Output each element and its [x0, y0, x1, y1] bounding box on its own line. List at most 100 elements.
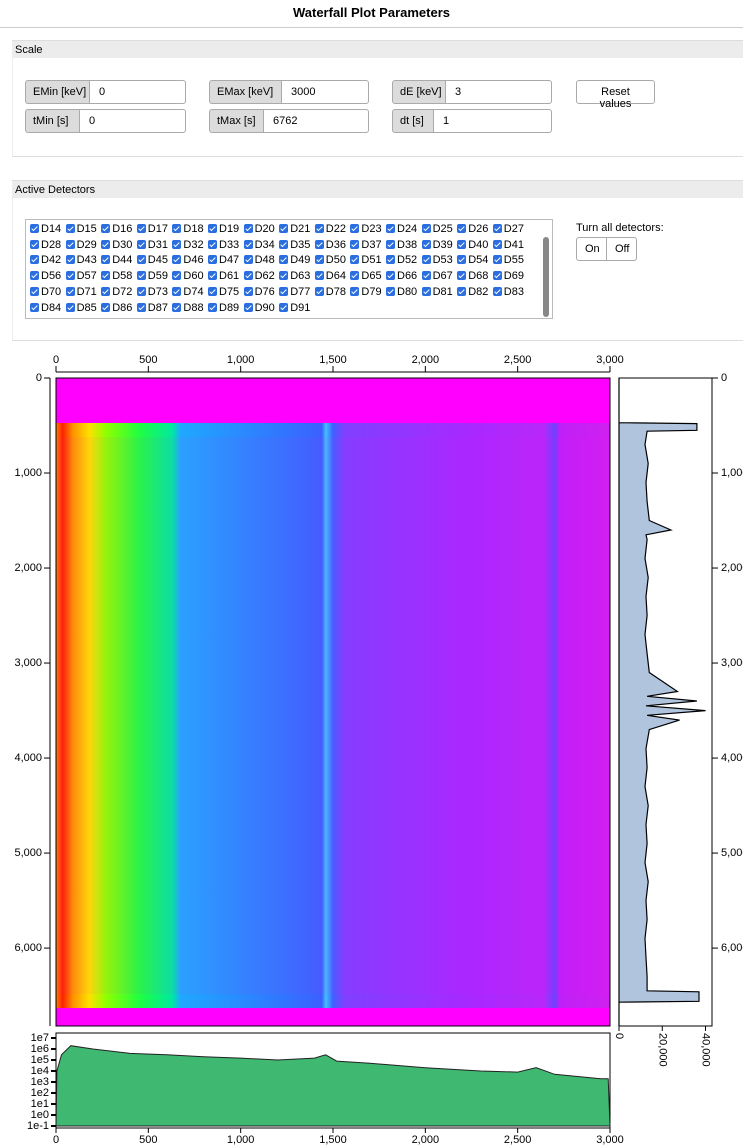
checkbox-icon[interactable] [172, 271, 182, 281]
checkbox-icon[interactable] [208, 239, 217, 249]
checkbox-icon[interactable] [421, 224, 431, 233]
detector-checkbox[interactable]: D71 [65, 286, 97, 298]
detector-checkbox[interactable]: D53 [421, 254, 453, 266]
checkbox-icon[interactable] [457, 255, 467, 265]
checkbox-icon[interactable] [208, 255, 217, 265]
detector-checkbox[interactable]: D35 [279, 239, 310, 251]
checkbox-icon[interactable] [65, 271, 75, 281]
detector-checkbox[interactable]: D66 [386, 270, 417, 282]
checkbox-icon[interactable] [243, 271, 253, 281]
detector-checkbox[interactable]: D34 [243, 239, 275, 251]
checkbox-icon[interactable] [314, 255, 324, 265]
detector-checkbox[interactable]: D88 [172, 302, 204, 314]
checkbox-icon[interactable] [386, 224, 395, 233]
checkbox-icon[interactable] [172, 224, 182, 233]
detector-checkbox[interactable]: D90 [243, 302, 275, 314]
detector-checkbox[interactable]: D74 [172, 286, 204, 298]
detector-checkbox[interactable]: D32 [172, 239, 204, 251]
checkbox-icon[interactable] [457, 271, 467, 281]
detector-checkbox[interactable]: D39 [421, 239, 453, 251]
detector-checkbox[interactable]: D87 [136, 302, 168, 314]
detector-checkbox[interactable]: D84 [30, 302, 61, 314]
scrollbar[interactable] [543, 237, 549, 317]
detector-checkbox[interactable]: D37 [350, 239, 382, 251]
detector-checkbox[interactable]: D62 [243, 270, 275, 282]
detector-checkbox[interactable]: D78 [314, 286, 346, 298]
detector-checkbox[interactable]: D43 [65, 254, 97, 266]
detector-checkbox[interactable]: D22 [314, 223, 346, 235]
detector-checkbox[interactable]: D73 [136, 286, 168, 298]
detector-checkbox[interactable]: D82 [457, 286, 488, 298]
detector-checkbox[interactable]: D47 [208, 254, 239, 266]
detector-checkbox[interactable]: D75 [208, 286, 239, 298]
detector-checkbox[interactable]: D49 [279, 254, 310, 266]
detector-checkbox[interactable]: D25 [421, 223, 453, 235]
detector-checkbox[interactable]: D65 [350, 270, 382, 282]
checkbox-icon[interactable] [243, 224, 253, 233]
checkbox-icon[interactable] [136, 239, 146, 249]
checkbox-icon[interactable] [386, 255, 395, 265]
checkbox-icon[interactable] [314, 271, 324, 281]
checkbox-icon[interactable] [208, 302, 217, 312]
checkbox-icon[interactable] [279, 271, 289, 281]
checkbox-icon[interactable] [492, 255, 502, 265]
checkbox-icon[interactable] [350, 271, 360, 281]
checkbox-icon[interactable] [101, 224, 111, 233]
checkbox-icon[interactable] [386, 271, 395, 281]
checkbox-icon[interactable] [65, 255, 75, 265]
checkbox-icon[interactable] [30, 224, 39, 233]
checkbox-icon[interactable] [208, 286, 217, 296]
checkbox-icon[interactable] [30, 255, 39, 265]
checkbox-icon[interactable] [492, 286, 502, 296]
detector-checkbox[interactable]: D41 [492, 239, 524, 251]
on-button[interactable]: On [576, 237, 607, 261]
checkbox-icon[interactable] [101, 302, 111, 312]
detector-checkbox[interactable]: D18 [172, 223, 204, 235]
detector-checkbox[interactable]: D28 [30, 239, 61, 251]
checkbox-icon[interactable] [350, 286, 360, 296]
detector-checkbox[interactable]: D20 [243, 223, 275, 235]
checkbox-icon[interactable] [421, 271, 431, 281]
detector-checkbox[interactable]: D57 [65, 270, 97, 282]
detector-checkbox[interactable]: D26 [457, 223, 488, 235]
checkbox-icon[interactable] [314, 224, 324, 233]
checkbox-icon[interactable] [279, 255, 289, 265]
detector-checkbox[interactable]: D51 [350, 254, 382, 266]
detector-checkbox[interactable]: D33 [208, 239, 239, 251]
detector-checkbox[interactable]: D56 [30, 270, 61, 282]
field-input[interactable]: 0 [80, 109, 186, 133]
detector-checkbox[interactable]: D24 [386, 223, 417, 235]
checkbox-icon[interactable] [101, 271, 111, 281]
detector-checkbox[interactable]: D27 [492, 223, 524, 235]
detector-checkbox[interactable]: D69 [492, 270, 524, 282]
detector-checkbox[interactable]: D89 [208, 302, 239, 314]
field-input[interactable]: 3000 [282, 80, 369, 104]
checkbox-icon[interactable] [65, 286, 75, 296]
detector-checkbox[interactable]: D79 [350, 286, 382, 298]
checkbox-icon[interactable] [136, 224, 146, 233]
detector-checkbox[interactable]: D15 [65, 223, 97, 235]
checkbox-icon[interactable] [386, 286, 395, 296]
checkbox-icon[interactable] [421, 239, 431, 249]
checkbox-icon[interactable] [101, 255, 111, 265]
detector-checkbox[interactable]: D76 [243, 286, 275, 298]
checkbox-icon[interactable] [172, 239, 182, 249]
detector-checkbox[interactable]: D48 [243, 254, 275, 266]
off-button[interactable]: Off [606, 237, 637, 261]
checkbox-icon[interactable] [457, 286, 467, 296]
checkbox-icon[interactable] [279, 224, 289, 233]
detector-checkbox[interactable]: D45 [136, 254, 168, 266]
checkbox-icon[interactable] [457, 239, 467, 249]
detector-checkbox[interactable]: D16 [101, 223, 132, 235]
detector-checkbox[interactable]: D55 [492, 254, 524, 266]
checkbox-icon[interactable] [350, 224, 360, 233]
detector-checkbox[interactable]: D68 [457, 270, 488, 282]
detector-checkbox[interactable]: D83 [492, 286, 524, 298]
field-input[interactable]: 1 [434, 109, 552, 133]
checkbox-icon[interactable] [492, 271, 502, 281]
checkbox-icon[interactable] [172, 302, 182, 312]
checkbox-icon[interactable] [350, 255, 360, 265]
detector-checkbox[interactable]: D17 [136, 223, 168, 235]
detector-checkbox[interactable]: D44 [101, 254, 132, 266]
detector-checkbox[interactable]: D80 [386, 286, 417, 298]
